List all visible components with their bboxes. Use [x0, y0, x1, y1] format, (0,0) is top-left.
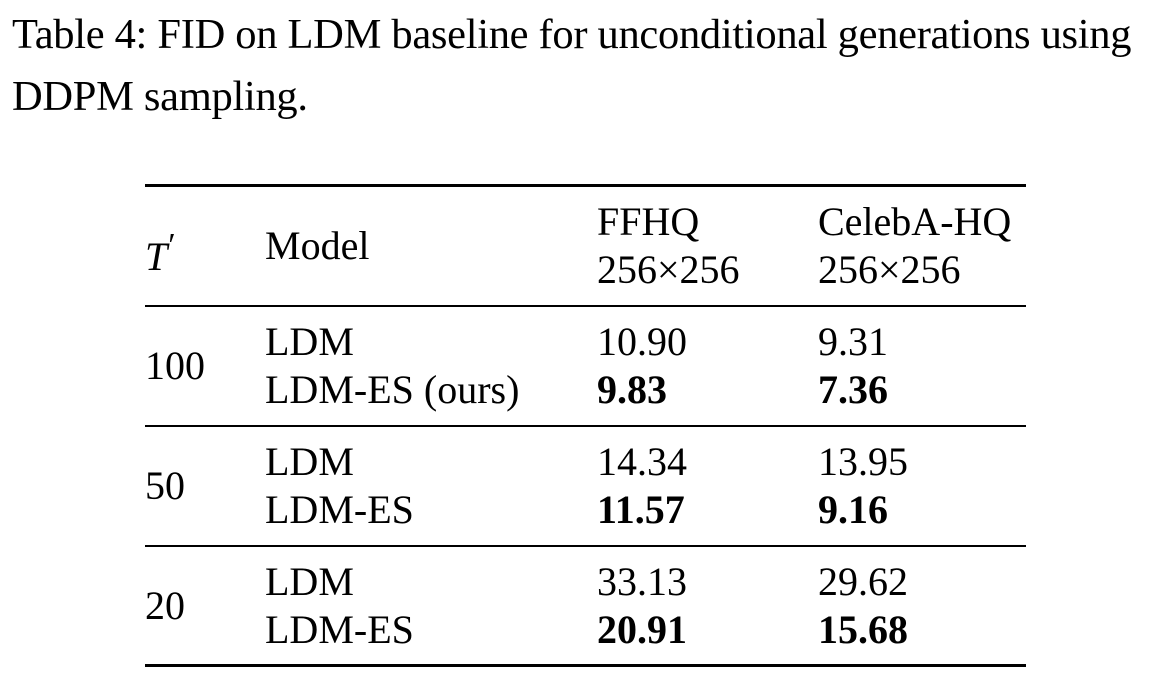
- ffhq-fid: 33.13: [597, 559, 687, 604]
- table-caption: Table 4: FID on LDM baseline for uncondi…: [12, 11, 1132, 120]
- t-prime-value: 100: [145, 343, 205, 388]
- ffhq-fid-best: 20.91: [597, 607, 687, 652]
- t-prime-value: 50: [145, 463, 185, 508]
- ffhq-fid: 10.90: [597, 319, 687, 364]
- model-name: LDM: [265, 439, 354, 484]
- header-model: Model: [265, 223, 370, 268]
- celeba-fid-best: 7.36: [818, 367, 888, 412]
- ffhq-fid-best: 11.57: [597, 487, 685, 532]
- model-name: LDM-ES: [265, 487, 414, 532]
- model-name: LDM: [265, 559, 354, 604]
- header-celeba-resolution: 256×256: [818, 247, 961, 292]
- model-name: LDM-ES: [265, 607, 414, 652]
- group-rule: [145, 545, 1026, 547]
- header-t-prime-mark: ′: [168, 227, 176, 264]
- celeba-fid-best: 15.68: [818, 607, 908, 652]
- header-t-prime: T′: [145, 222, 176, 281]
- header-ffhq-name: FFHQ: [597, 199, 700, 244]
- model-name: LDM: [265, 319, 354, 364]
- ffhq-fid: 14.34: [597, 439, 687, 484]
- celeba-fid: 13.95: [818, 439, 908, 484]
- celeba-fid: 29.62: [818, 559, 908, 604]
- group-rule: [145, 425, 1026, 427]
- top-rule: [145, 184, 1026, 187]
- ffhq-fid-best: 9.83: [597, 367, 667, 412]
- header-rule: [145, 305, 1026, 307]
- header-t-prime-letter: T: [145, 234, 168, 279]
- header-ffhq-resolution: 256×256: [597, 247, 740, 292]
- t-prime-value: 20: [145, 583, 185, 628]
- celeba-fid: 9.31: [818, 319, 888, 364]
- celeba-fid-best: 9.16: [818, 487, 888, 532]
- header-celeba-name: CelebA-HQ: [818, 199, 1012, 244]
- bottom-rule: [145, 664, 1026, 667]
- model-name: LDM-ES (ours): [265, 367, 520, 412]
